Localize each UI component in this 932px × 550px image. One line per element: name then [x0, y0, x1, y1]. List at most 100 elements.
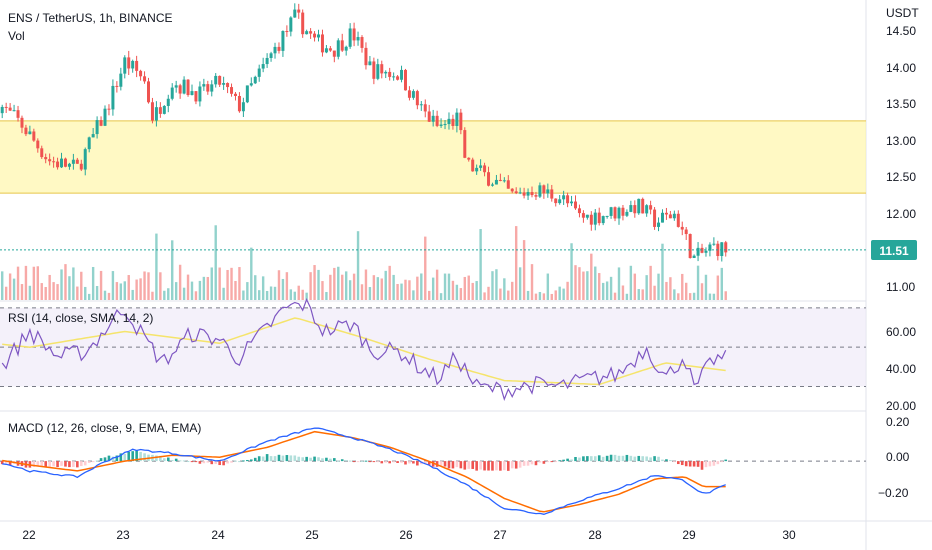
volume-bar — [594, 266, 597, 300]
volume-bar — [1, 271, 4, 300]
volume-bar — [574, 265, 577, 300]
macd-indicator — [0, 427, 866, 515]
macd-histogram-bar — [590, 456, 593, 462]
volume-bar — [261, 276, 265, 300]
macd-histogram-bar — [724, 459, 728, 462]
volume-bar — [495, 269, 498, 300]
volume-bar — [598, 273, 601, 300]
candle-body — [186, 79, 190, 95]
candle-body — [526, 192, 530, 196]
macd-label[interactable]: MACD (12, 26, close, 9, EMA, EMA) — [8, 421, 201, 435]
candle-body — [332, 50, 336, 57]
candle-body — [123, 57, 127, 74]
volume-bar — [238, 267, 241, 300]
macd-histogram-bar — [368, 461, 372, 463]
candle-body — [570, 201, 574, 204]
rsi-label[interactable]: RSI (14, close, SMA, 14, 2) — [8, 311, 153, 325]
macd-histogram-bar — [285, 455, 289, 462]
volume-bar — [48, 274, 51, 300]
macd-histogram-bar — [601, 456, 605, 462]
candle-body — [581, 213, 585, 218]
candle-body — [273, 46, 277, 54]
volume-bar — [570, 243, 573, 300]
macd-histogram-bar — [534, 461, 538, 466]
macd-histogram-bar — [570, 459, 573, 462]
rsi-axis[interactable]: 60.00 40.00 20.00 — [886, 325, 916, 413]
candle-body — [83, 149, 87, 170]
candle-body — [637, 198, 641, 214]
macd-histogram-bar — [447, 461, 451, 469]
date-tick: 26 — [399, 528, 413, 542]
candle-body — [463, 130, 467, 158]
candle-body — [657, 222, 661, 227]
volume-bar — [360, 284, 364, 300]
volume-label[interactable]: Vol — [8, 29, 25, 43]
macd-histogram-bar — [313, 456, 316, 462]
price-axis[interactable]: 14.50 14.00 13.50 13.00 12.50 12.00 11.0… — [886, 24, 916, 294]
candle-body — [352, 28, 356, 41]
candle-body — [550, 189, 554, 199]
volume-bar — [297, 285, 300, 300]
macd-histogram-bar — [265, 454, 269, 462]
macd-histogram-bar — [463, 461, 467, 470]
volume-bar — [115, 282, 119, 300]
macd-histogram-bar — [475, 461, 478, 471]
last-price-badge — [871, 240, 917, 260]
volume-bar — [724, 291, 727, 300]
volume-bar — [384, 270, 387, 300]
macd-histogram-bar — [4, 461, 8, 464]
macd-histogram-bar — [518, 461, 522, 468]
candle-body — [455, 112, 459, 126]
volume-bar — [171, 240, 174, 300]
macd-histogram-bar — [269, 456, 273, 462]
candle-body — [672, 213, 676, 219]
macd-histogram-bar — [680, 461, 684, 466]
macd-histogram-bar — [384, 461, 388, 463]
volume-bar — [692, 292, 696, 300]
macd-histogram-bar — [641, 456, 645, 462]
candle-body — [297, 9, 301, 13]
volume-bar — [91, 266, 95, 300]
symbol-title[interactable]: ENS / TetherUS, 1h, BINANCE — [8, 11, 173, 25]
macd-histogram-bar — [111, 456, 115, 462]
volume-bar — [317, 269, 320, 300]
macd-histogram-bar — [530, 461, 534, 465]
macd-histogram-bar — [87, 461, 91, 463]
volume-bar — [641, 289, 644, 300]
volume-bar — [364, 269, 368, 300]
volume-bar — [325, 292, 328, 300]
macd-histogram-bar — [317, 457, 320, 462]
volume-bar — [352, 273, 356, 300]
volume-bar — [617, 267, 621, 300]
volume-bar — [487, 286, 490, 300]
volume-bar — [392, 274, 395, 300]
macd-histogram-bar — [653, 456, 656, 462]
macd-histogram-bar — [364, 460, 368, 462]
candle-body — [518, 192, 522, 194]
macd-histogram-bar — [566, 458, 569, 462]
volume-bar — [708, 293, 712, 300]
price-tick: 12.50 — [886, 170, 916, 184]
volume-bar — [167, 288, 170, 300]
macd-histogram-bar — [499, 461, 502, 471]
volume-bar — [64, 264, 67, 300]
volume-bar — [463, 276, 466, 300]
macd-histogram-bar — [380, 461, 384, 464]
candle-body — [574, 201, 577, 209]
macd-histogram-bar — [72, 461, 75, 468]
volume-bar — [131, 289, 134, 300]
candle-body — [305, 31, 309, 35]
volume-bar — [72, 267, 75, 300]
candle-body — [20, 117, 24, 128]
macd-axis[interactable]: 0.20 0.00 −0.20 — [878, 415, 910, 500]
candle-body — [99, 120, 103, 126]
time-axis[interactable]: 22 23 24 25 26 27 28 29 30 — [22, 528, 796, 542]
volume-bar — [518, 267, 522, 300]
candle-body — [400, 69, 404, 80]
macd-histogram-bar — [190, 461, 194, 463]
volume-bar — [376, 277, 380, 300]
candle-body — [664, 212, 668, 215]
macd-histogram-bar — [562, 459, 565, 462]
volume-bars — [1, 225, 727, 300]
